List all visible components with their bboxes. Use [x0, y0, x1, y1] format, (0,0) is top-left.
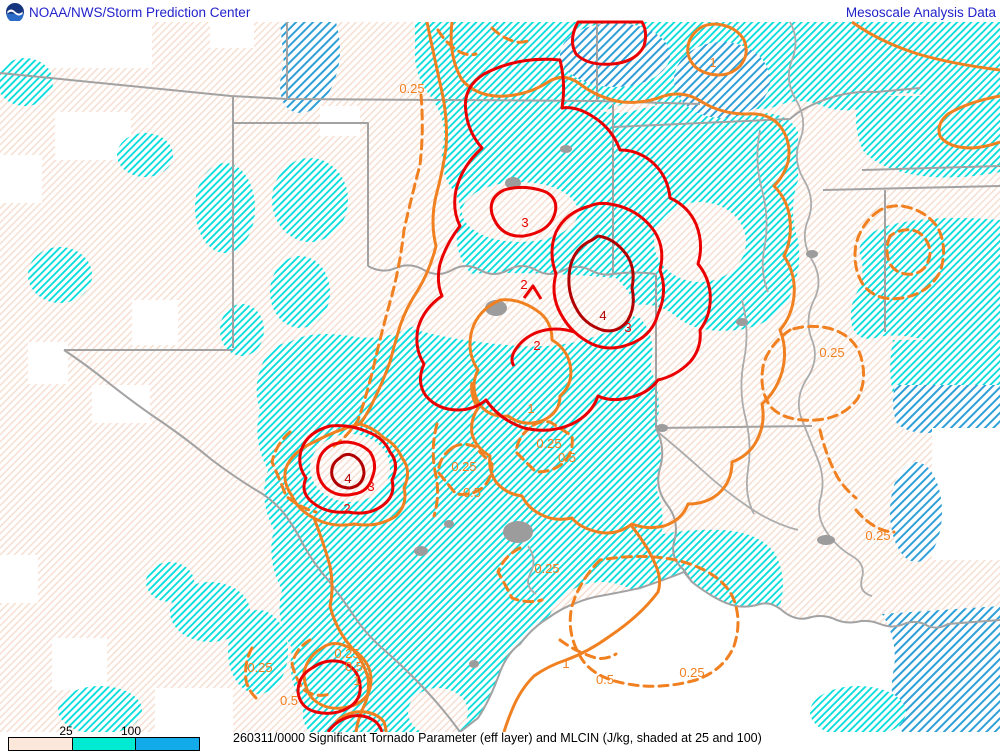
- contour-label-1: 1: [709, 55, 716, 70]
- contour-label-0.5: 0.5: [558, 450, 576, 465]
- contour-label-4: 4: [344, 471, 351, 486]
- contours-stp-darkred: [330, 234, 635, 490]
- contour-label-0.5: 0.5: [596, 672, 614, 687]
- shading-mlcin-100-coastal: [890, 462, 942, 562]
- legend-bar: [8, 737, 200, 751]
- legend-tick-25: 25: [59, 724, 73, 738]
- contour-label-0.25: 0.25: [247, 660, 272, 675]
- contour-label-0.25: 0.25: [536, 436, 561, 451]
- contour-label-3: 3: [367, 479, 374, 494]
- contour-label-1: 1: [353, 673, 360, 688]
- contour-label-0.25: 0.25: [334, 646, 359, 661]
- contour-label-2: 2: [533, 338, 540, 353]
- contour-label-0.5: 0.5: [345, 659, 363, 674]
- contour-label-0.25: 0.25: [534, 561, 559, 576]
- contour-label-1: 1: [527, 401, 534, 416]
- contours-stp-red: [296, 20, 712, 732]
- shading-offshore-100: [882, 606, 1000, 732]
- contours-stp-orange: [283, 20, 1000, 732]
- contour-label-0.25: 0.25: [865, 528, 890, 543]
- urban-areas: [414, 145, 835, 668]
- contours-stp-dashed: [244, 26, 945, 700]
- contour-label-0.25: 0.25: [679, 665, 704, 680]
- contour-label-0.25: 0.25: [451, 459, 476, 474]
- contour-label-2: 2: [520, 277, 527, 292]
- gulf-sound-water: [932, 428, 1000, 560]
- contour-label-0.5: 0.5: [463, 485, 481, 500]
- contour-label-0.25: 0.25: [819, 345, 844, 360]
- site-title: NOAA/NWS/Storm Prediction Center: [29, 5, 251, 20]
- legend-segment-1: [71, 738, 136, 750]
- page-title: Mesoscale Analysis Data: [845, 5, 996, 20]
- contour-label-3: 3: [521, 215, 528, 230]
- legend-tick-100: 100: [120, 724, 142, 738]
- caption: 260311/0000 Significant Tornado Paramete…: [233, 731, 762, 745]
- legend-segment-0: [9, 738, 72, 750]
- contour-label-4: 4: [599, 308, 606, 323]
- contour-label-3: 3: [624, 320, 631, 335]
- contour-label-1: 1: [562, 656, 569, 671]
- shading-offshore-25: [810, 686, 906, 732]
- contour-label-0.25: 0.25: [399, 81, 424, 96]
- legend-segment-2: [135, 738, 200, 750]
- contour-label-0.5: 0.5: [280, 693, 298, 708]
- noaa-logo-icon: [6, 3, 24, 21]
- shading-mlcin-100: [280, 22, 1000, 433]
- contour-label-2: 2: [343, 501, 350, 516]
- state-borders: [0, 22, 1000, 732]
